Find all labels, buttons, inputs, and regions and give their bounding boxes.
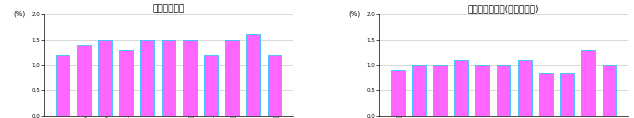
Bar xyxy=(162,40,176,116)
Y-axis label: (%): (%) xyxy=(349,10,361,17)
Bar xyxy=(602,65,616,116)
Bar xyxy=(391,70,404,116)
Title: オフィスビル: オフィスビル xyxy=(152,4,184,13)
Bar xyxy=(247,34,260,116)
Y-axis label: (%): (%) xyxy=(13,10,25,17)
Bar xyxy=(560,72,574,116)
Bar xyxy=(539,72,553,116)
Bar xyxy=(140,40,154,116)
Bar xyxy=(581,50,595,116)
Bar xyxy=(204,55,217,116)
Bar xyxy=(433,65,447,116)
Bar xyxy=(56,55,70,116)
Title: 賃貸マンション(ワンルーム): 賃貸マンション(ワンルーム) xyxy=(468,4,540,13)
Bar xyxy=(455,60,468,116)
Bar xyxy=(412,65,425,116)
Bar xyxy=(496,65,510,116)
Bar xyxy=(77,45,91,116)
Bar xyxy=(119,50,133,116)
Bar xyxy=(518,60,532,116)
Bar xyxy=(225,40,239,116)
Bar xyxy=(98,40,112,116)
Bar xyxy=(183,40,197,116)
Bar xyxy=(268,55,281,116)
Bar xyxy=(476,65,489,116)
